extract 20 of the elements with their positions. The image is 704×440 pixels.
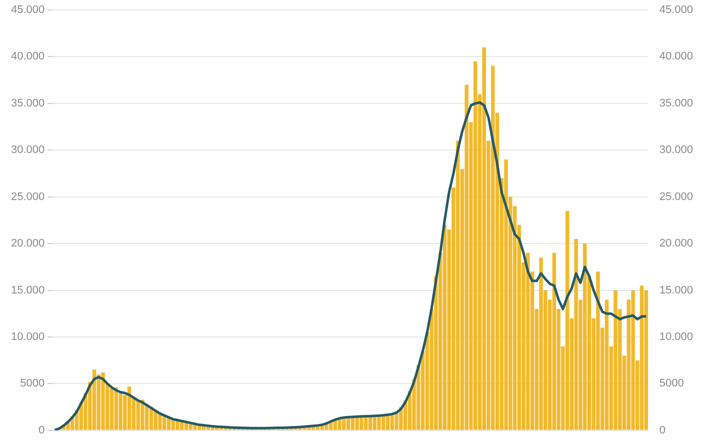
y-tick-label: 45.000 xyxy=(10,4,45,16)
y-tick-label: 10.000 xyxy=(10,331,45,344)
y2-tick-label: 20.000 xyxy=(659,238,694,250)
y2-tick-label: 15.000 xyxy=(659,284,694,296)
y2-tick-label: 35.000 xyxy=(659,97,694,110)
y-tick-label: 30.000 xyxy=(10,144,45,156)
y2-tick-label: 10.000 xyxy=(659,331,694,344)
y2-tick-label: 0 xyxy=(659,424,666,436)
y2-tick-label: 25.000 xyxy=(659,190,694,203)
y-tick-label: 15.000 xyxy=(10,284,45,296)
y-tick-label: 20.000 xyxy=(10,238,45,250)
y-tick-label: 25.000 xyxy=(10,190,45,203)
y2-tick-label: 40.000 xyxy=(659,50,694,63)
y2-tick-label: 5000 xyxy=(659,378,684,390)
y-tick-label: 5000 xyxy=(20,378,45,390)
y2-tick-label: 45.000 xyxy=(659,4,694,16)
y-tick-label: 35.000 xyxy=(10,97,45,110)
y2-tick-label: 30.000 xyxy=(659,144,694,156)
y-tick-label: 40.000 xyxy=(10,50,45,63)
y-tick-label: 0 xyxy=(38,424,45,436)
